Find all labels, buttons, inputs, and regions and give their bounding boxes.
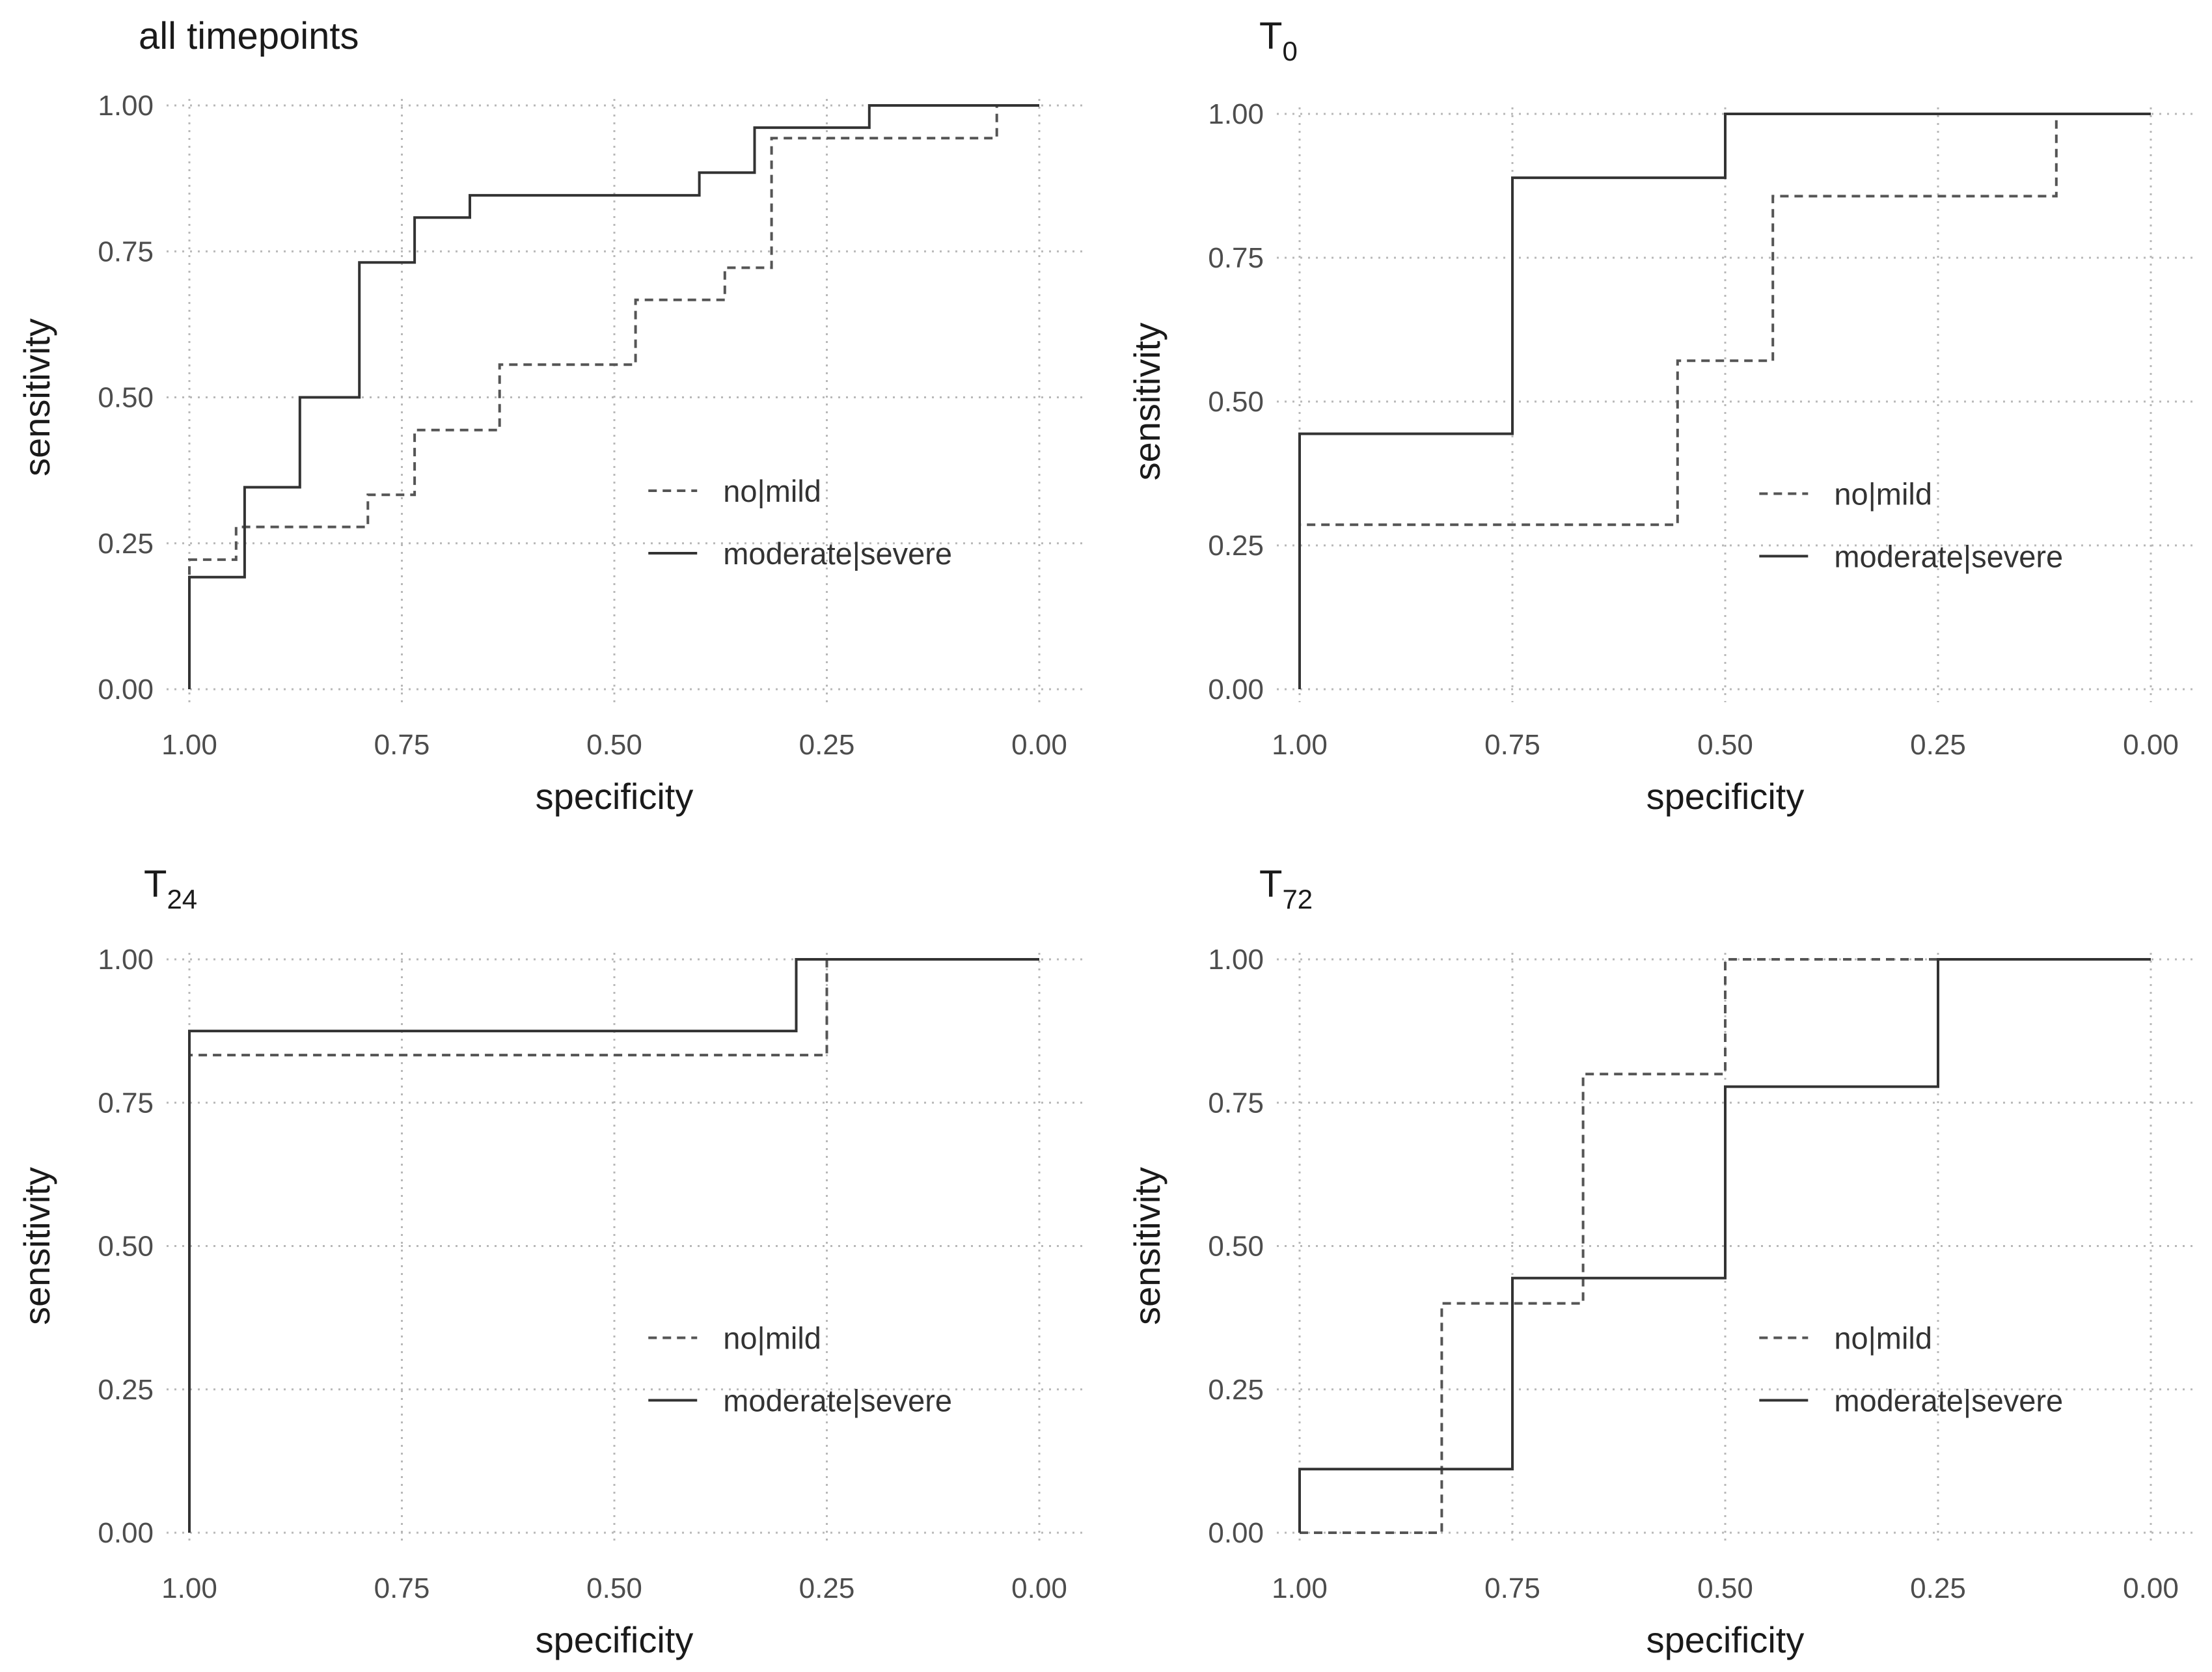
panel-title-subscript: 72 xyxy=(1282,884,1313,914)
y-tick-label: 0.25 xyxy=(1208,1374,1264,1406)
y-tick-label: 0.75 xyxy=(1208,1087,1264,1119)
x-axis-label: specificity xyxy=(1646,776,1805,817)
legend: no|mild moderate|severe xyxy=(648,474,952,571)
roc-curve-no-mild xyxy=(1300,958,2151,1534)
roc-panel-0: all timepoints 1.00 0.75 0.50 0.25 0.00 0.00 0.… xyxy=(16,15,1085,817)
y-tick-label: 0.00 xyxy=(98,674,154,706)
panel-title: T0 xyxy=(1259,15,1298,66)
legend: no|mild moderate|severe xyxy=(648,1321,952,1418)
y-tick-label: 1.00 xyxy=(1208,944,1264,976)
y-tick-label: 0.75 xyxy=(98,1087,154,1119)
legend-label: moderate|severe xyxy=(1834,1383,2063,1418)
y-tick-label: 0.25 xyxy=(1208,530,1264,562)
x-tick-label: 0.00 xyxy=(2123,729,2179,761)
y-tick-label: 0.00 xyxy=(98,1517,154,1549)
x-tick-label: 1.00 xyxy=(161,1572,217,1604)
x-tick-label: 0.25 xyxy=(799,1572,855,1604)
x-tick-label: 0.75 xyxy=(374,729,430,761)
panel-title: all timepoints xyxy=(139,15,359,57)
y-tick-label: 0.75 xyxy=(1208,242,1264,274)
y-tick-label: 1.00 xyxy=(98,90,154,122)
panel-title-subscript: 24 xyxy=(167,884,197,914)
legend-label: no|mild xyxy=(723,474,821,508)
y-tick-label: 0.50 xyxy=(98,1231,154,1263)
x-tick-label: 0.25 xyxy=(799,729,855,761)
panel-title-main: T xyxy=(144,863,167,905)
panel-title: T72 xyxy=(1259,863,1313,914)
y-tick-label: 0.00 xyxy=(1208,1517,1264,1549)
y-tick-label: 0.00 xyxy=(1208,674,1264,706)
roc-curve-moderate-severe xyxy=(188,958,1039,1533)
legend-label: moderate|severe xyxy=(723,1383,952,1418)
roc-panel-3: T72 1.00 0.75 0.50 0.25 0.00 0.00 0.25 0.50 0.75 1… xyxy=(1126,863,2196,1660)
y-tick-label: 0.75 xyxy=(98,236,154,267)
roc-panel-2: T24 1.00 0.75 0.50 0.25 0.00 0.00 0.25 0.50 0.75 1… xyxy=(16,863,1085,1660)
y-tick-label: 0.50 xyxy=(1208,386,1264,418)
x-tick-label: 0.25 xyxy=(1910,1572,1966,1604)
y-tick-label: 0.25 xyxy=(98,528,154,560)
roc-curve-moderate-severe xyxy=(1298,958,2151,1533)
panel-title-main: T xyxy=(1259,863,1282,905)
panel-title-main: all timepoints xyxy=(139,15,359,57)
x-tick-label: 0.75 xyxy=(1484,1572,1540,1604)
legend: no|mild moderate|severe xyxy=(1759,1321,2063,1418)
y-axis-label: sensitivity xyxy=(16,318,57,476)
panel-title: T24 xyxy=(144,863,197,914)
x-tick-label: 1.00 xyxy=(1272,729,1328,761)
roc-curve-moderate-severe xyxy=(1298,113,2151,689)
x-tick-label: 0.25 xyxy=(1910,729,1966,761)
x-axis-label: specificity xyxy=(536,776,694,817)
panel-title-subscript: 0 xyxy=(1282,36,1297,66)
x-tick-label: 0.50 xyxy=(1697,1572,1753,1604)
x-tick-label: 1.00 xyxy=(1272,1572,1328,1604)
legend-label: moderate|severe xyxy=(1834,539,2063,573)
y-axis-label: sensitivity xyxy=(1126,323,1167,481)
x-tick-label: 0.50 xyxy=(586,1572,642,1604)
y-tick-label: 1.00 xyxy=(1208,98,1264,130)
x-tick-label: 0.00 xyxy=(1011,1572,1067,1604)
y-axis-label: sensitivity xyxy=(16,1167,57,1325)
roc-curve-moderate-severe xyxy=(188,104,1039,689)
y-axis-label: sensitivity xyxy=(1126,1167,1167,1325)
y-tick-label: 0.50 xyxy=(1208,1231,1264,1263)
roc-curve-no-mild xyxy=(188,104,1039,689)
legend-label: no|mild xyxy=(1834,476,1932,511)
x-tick-label: 0.75 xyxy=(374,1572,430,1604)
x-tick-label: 0.75 xyxy=(1484,729,1540,761)
legend-label: no|mild xyxy=(1834,1321,1932,1355)
roc-curve-no-mild xyxy=(1298,113,2151,689)
x-tick-label: 0.00 xyxy=(1011,729,1067,761)
legend-label: no|mild xyxy=(723,1321,821,1355)
y-tick-label: 0.25 xyxy=(98,1374,154,1406)
x-tick-label: 0.50 xyxy=(586,729,642,761)
x-axis-label: specificity xyxy=(536,1619,694,1660)
y-tick-label: 1.00 xyxy=(98,944,154,976)
y-tick-label: 0.50 xyxy=(98,382,154,414)
x-tick-label: 0.00 xyxy=(2123,1572,2179,1604)
x-tick-label: 1.00 xyxy=(161,729,217,761)
roc-panel-1: T0 1.00 0.75 0.50 0.25 0.00 0.00 0.25 0.50 0.75 1.… xyxy=(1126,15,2196,817)
x-tick-label: 0.50 xyxy=(1697,729,1753,761)
x-axis-label: specificity xyxy=(1646,1619,1805,1660)
panel-title-main: T xyxy=(1259,15,1282,57)
legend-label: moderate|severe xyxy=(723,536,952,571)
legend: no|mild moderate|severe xyxy=(1759,476,2063,573)
